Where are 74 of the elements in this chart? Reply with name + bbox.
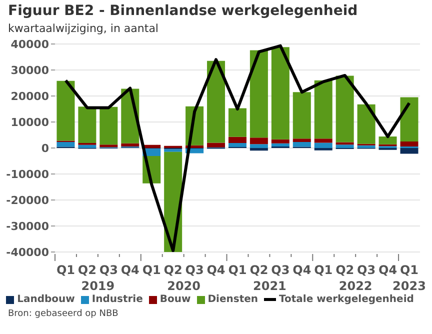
y-tick-label: 20000 — [10, 90, 50, 103]
x-tick-label: Q1 — [400, 263, 419, 277]
legend-label: Bouw — [158, 294, 191, 305]
bar — [228, 108, 246, 137]
text: 2019 — [81, 279, 115, 293]
y-tick-label: 10000 — [10, 116, 50, 129]
bar — [336, 144, 354, 148]
x-tick-label: Q4 — [206, 263, 226, 277]
legend-label: Totale werkgelegenheid — [278, 294, 414, 305]
bar — [250, 50, 268, 138]
bar — [207, 60, 226, 143]
bar — [164, 149, 182, 152]
bar — [271, 139, 290, 144]
y-tick-label: 30000 — [10, 64, 50, 77]
x-tick-label: Q1 — [314, 263, 333, 277]
bar — [292, 138, 311, 142]
bar — [314, 142, 332, 148]
bar — [207, 142, 226, 148]
x-tick-label: Q1 — [228, 263, 247, 277]
bar — [250, 138, 268, 144]
x-tick-label: Q1 — [142, 263, 161, 277]
x-tick-label: Q2 — [336, 263, 354, 277]
text: Bron: gebaseerd op NBB — [8, 309, 118, 319]
y-tick-label: -30000 — [6, 220, 50, 233]
bar — [292, 142, 311, 147]
x-tick-label: Q1 — [56, 263, 76, 277]
chart-title: Figuur BE2 - Binnenlandse werkgelegenheid — [8, 3, 358, 19]
bar — [378, 136, 397, 144]
bar — [228, 136, 246, 144]
bar — [78, 106, 96, 144]
legend-label: Landbouw — [16, 294, 75, 305]
bar — [292, 92, 311, 139]
bar — [78, 144, 96, 148]
x-tick-label: Q3 — [357, 263, 376, 277]
bar — [250, 148, 268, 151]
bar — [400, 142, 418, 146]
legend-label: Diensten — [206, 294, 258, 305]
bar — [56, 142, 75, 147]
y-tick-label: 40000 — [10, 38, 50, 51]
bar — [250, 144, 268, 148]
x-tick-label: Q4 — [292, 263, 312, 277]
x-tick-label: Q2 — [164, 263, 182, 277]
legend-label: Industrie — [90, 294, 143, 305]
text: 2022 — [338, 279, 372, 293]
x-tick-label: Q3 — [185, 263, 204, 277]
y-tick-label: 0 — [41, 142, 50, 155]
bar — [100, 106, 118, 145]
x-tick-label: Q4 — [378, 263, 398, 277]
text: 2021 — [253, 279, 286, 293]
bar — [400, 97, 418, 142]
bar — [400, 148, 418, 154]
y-tick-label: -40000 — [6, 246, 50, 259]
bar — [121, 143, 140, 146]
bar — [100, 144, 118, 148]
bar — [228, 143, 246, 147]
bar — [357, 104, 376, 144]
chart-subtitle: kwartaalwijziging, in aantal — [8, 22, 158, 35]
line-series — [64, 44, 411, 252]
text: 2020 — [167, 279, 201, 293]
bar — [271, 47, 290, 140]
x-tick-label: Q4 — [120, 263, 140, 277]
x-tick-label: Q3 — [99, 263, 118, 277]
bar — [314, 80, 332, 139]
x-tick-label: Q3 — [271, 263, 290, 277]
y-tick-label: -10000 — [6, 168, 50, 181]
bar — [56, 80, 75, 141]
bar — [357, 145, 376, 148]
bar — [314, 138, 332, 143]
bar — [336, 76, 354, 142]
y-tick-label: -20000 — [6, 194, 50, 207]
bar — [271, 143, 290, 146]
x-tick-label: Q2 — [250, 263, 268, 277]
text: 2023 — [392, 279, 426, 293]
x-tick-label: Q2 — [78, 263, 96, 277]
